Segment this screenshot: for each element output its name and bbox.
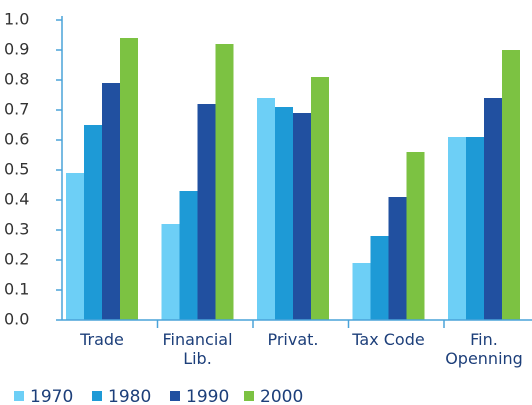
bar bbox=[293, 113, 311, 320]
y-tick-label: 0.5 bbox=[4, 160, 29, 179]
bar bbox=[179, 191, 198, 320]
y-tick-label: 0.0 bbox=[4, 310, 29, 329]
bar bbox=[484, 98, 502, 320]
legend-label: 2000 bbox=[260, 387, 303, 405]
x-tick-label: Trade bbox=[80, 330, 124, 349]
bar bbox=[66, 173, 84, 320]
legend-swatch bbox=[244, 391, 254, 401]
legend-label: 1990 bbox=[186, 387, 229, 405]
bar bbox=[197, 104, 216, 320]
bar bbox=[120, 38, 138, 320]
bar bbox=[161, 224, 180, 320]
legend-label: 1970 bbox=[30, 387, 73, 405]
bar bbox=[102, 83, 120, 320]
y-tick-label: 0.1 bbox=[4, 280, 29, 299]
legend-swatch bbox=[170, 391, 180, 401]
y-tick-label: 1.0 bbox=[4, 10, 29, 29]
bar bbox=[466, 137, 484, 320]
bar bbox=[388, 197, 407, 320]
legend-swatch bbox=[92, 391, 102, 401]
y-tick-label: 0.7 bbox=[4, 100, 29, 119]
x-tick-label: Privat. bbox=[267, 330, 319, 349]
legend-label: 1980 bbox=[108, 387, 151, 405]
bar bbox=[406, 152, 425, 320]
legend-swatch bbox=[14, 391, 24, 401]
y-tick-label: 0.8 bbox=[4, 70, 29, 89]
y-tick-label: 0.3 bbox=[4, 220, 29, 239]
bar bbox=[448, 137, 466, 320]
bar bbox=[84, 125, 102, 320]
bar bbox=[502, 50, 520, 320]
bar bbox=[257, 98, 275, 320]
x-tick-label: Tax Code bbox=[352, 330, 425, 349]
y-tick-label: 0.4 bbox=[4, 190, 29, 209]
bar bbox=[370, 236, 389, 320]
bar bbox=[352, 263, 371, 320]
x-tick-label: Financial Lib. bbox=[162, 330, 233, 368]
y-tick-label: 0.6 bbox=[4, 130, 29, 149]
bar bbox=[275, 107, 293, 320]
x-tick-label: Fin. Openning bbox=[445, 330, 523, 368]
y-tick-label: 0.2 bbox=[4, 250, 29, 269]
y-tick-label: 0.9 bbox=[4, 40, 29, 59]
bar bbox=[311, 77, 329, 320]
bar bbox=[215, 44, 234, 320]
